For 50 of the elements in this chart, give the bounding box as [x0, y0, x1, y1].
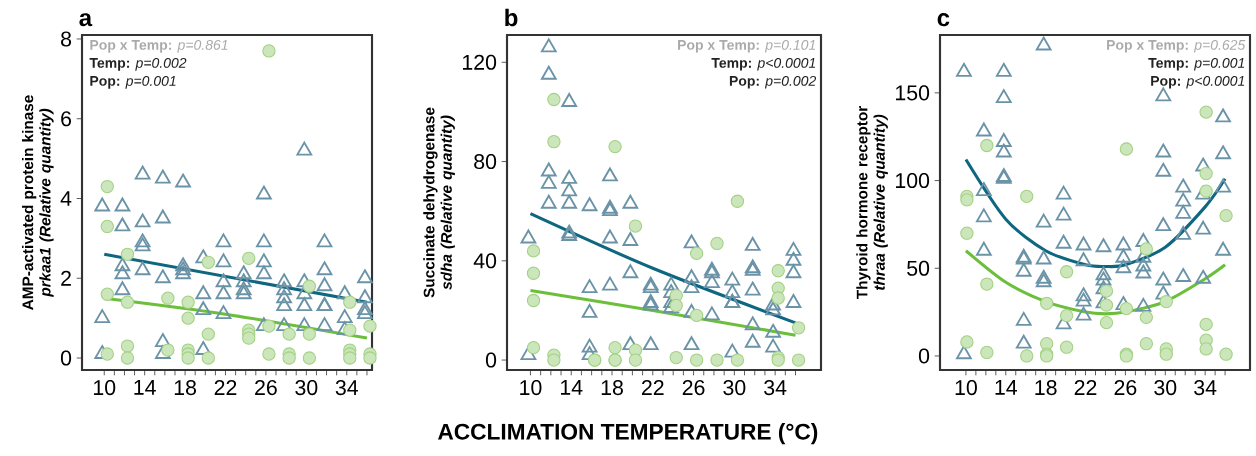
- x-tick-label: 22: [1074, 380, 1097, 395]
- y-tick-label: 0: [918, 348, 930, 364]
- annotation: Pop: p<0.0001: [1151, 75, 1245, 89]
- y-axis-title: Thyroid hormone receptor thraa (Relative quantity): [856, 106, 888, 300]
- x-tick-label: 18: [1035, 380, 1057, 396]
- chart-title: b: [505, 8, 518, 27]
- x-tick-label: 30: [295, 380, 318, 396]
- y-axis-title: Succinate dehydrogenase sdha (Relative quantity): [423, 107, 455, 298]
- x-tick-label: 34: [764, 380, 787, 396]
- y-tick-label: 4: [60, 191, 72, 206]
- annotation: Temp: p<0.0001: [711, 57, 816, 71]
- y-tick-label: 0: [485, 352, 497, 368]
- y-tick-label: 2: [61, 270, 71, 286]
- annotation: Pop x Temp: p=0.861: [90, 39, 228, 53]
- x-tick-label: 14: [134, 380, 156, 395]
- x-tick-label: 30: [1154, 380, 1177, 396]
- x-tick-label: 34: [1194, 380, 1217, 396]
- y-tick-label: 0: [60, 350, 72, 366]
- x-tick-label: 26: [1114, 380, 1137, 396]
- y-tick-label: 6: [61, 111, 72, 127]
- annotation: Pop x Temp: p=0.625: [1107, 39, 1246, 53]
- y-tick-label: 150: [896, 85, 930, 101]
- x-tick-label: 14: [561, 380, 583, 395]
- y-tick-label: 40: [473, 253, 497, 269]
- x-tick-label: 18: [601, 380, 623, 396]
- x-tick-label: 26: [682, 380, 705, 396]
- y-axis-title: AMP-activated protein kinase prkaa1 (Relative quantity): [22, 95, 54, 310]
- x-tick-label: 22: [214, 380, 237, 395]
- y-tick-label: 50: [907, 260, 930, 276]
- x-tick-label: 10: [520, 380, 542, 396]
- chart-title: a: [79, 13, 93, 27]
- y-tick-label: 120: [463, 54, 497, 70]
- chart-title: c: [937, 13, 950, 27]
- x-axis-title: ACCLIMATION TEMPERATURE (°C): [438, 423, 818, 445]
- x-tick-label: 30: [723, 380, 746, 396]
- x-tick-label: 14: [995, 380, 1018, 395]
- annotation: Pop: p=0.002: [729, 75, 817, 89]
- x-tick-label: 26: [255, 380, 277, 396]
- x-tick-label: 10: [955, 380, 977, 396]
- x-tick-label: 22: [641, 380, 664, 395]
- y-tick-label: 100: [896, 173, 930, 189]
- annotation: Temp: p=0.002: [89, 57, 187, 71]
- y-tick-label: 8: [61, 31, 72, 47]
- annotation: Temp: p=0.001: [1148, 57, 1245, 71]
- annotation: Pop: p=0.001: [90, 75, 176, 89]
- annotation: Pop x Temp: p=0.101: [678, 39, 816, 53]
- x-tick-label: 18: [174, 380, 197, 396]
- y-tick-label: 80: [474, 154, 497, 170]
- x-tick-label: 34: [335, 380, 358, 396]
- x-tick-label: 10: [94, 380, 116, 396]
